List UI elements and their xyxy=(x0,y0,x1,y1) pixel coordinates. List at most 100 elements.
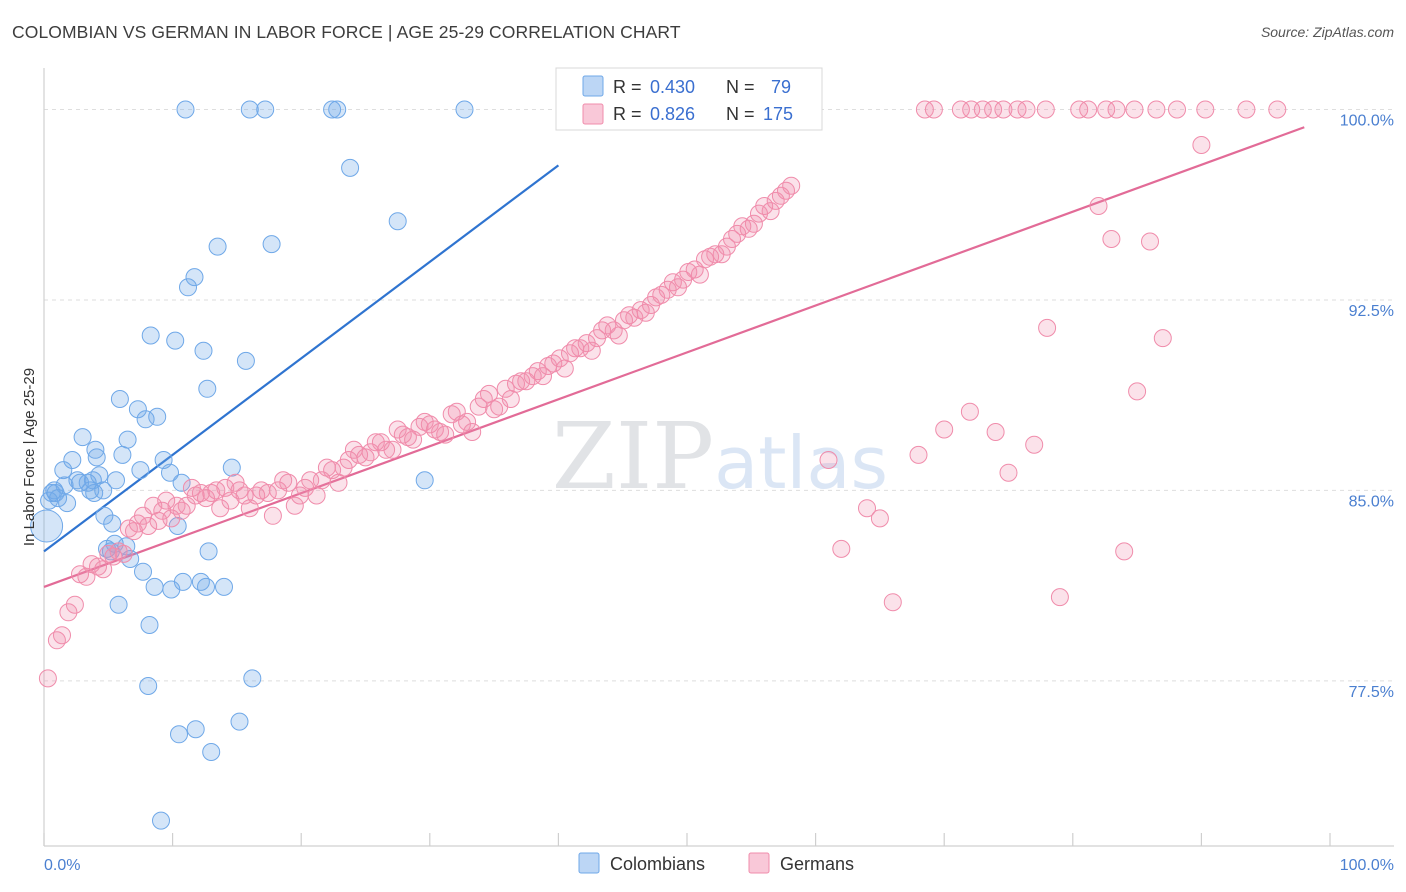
point-germans xyxy=(99,544,118,563)
point-germans xyxy=(1237,100,1256,119)
point-germans xyxy=(858,499,876,518)
point-germans xyxy=(398,428,417,447)
point-colombians xyxy=(134,562,152,581)
point-germans xyxy=(528,362,547,381)
point-germans xyxy=(496,379,515,398)
point-colombians xyxy=(94,481,113,500)
point-colombians xyxy=(186,720,205,739)
point-germans xyxy=(329,473,348,492)
chart-source: Source: ZipAtlas.com xyxy=(1260,24,1394,40)
point-germans xyxy=(561,344,579,363)
point-germans xyxy=(186,486,205,505)
point-germans xyxy=(1017,100,1036,119)
point-colombians xyxy=(243,669,262,688)
point-germans xyxy=(59,603,78,622)
point-germans xyxy=(458,412,477,431)
point-germans xyxy=(197,489,215,508)
point-colombians xyxy=(30,509,64,543)
gridlines xyxy=(44,108,1394,682)
point-colombians xyxy=(86,440,105,459)
point-germans xyxy=(986,423,1005,441)
point-germans xyxy=(53,626,71,645)
point-germans xyxy=(452,415,471,434)
point-germans xyxy=(263,506,282,525)
point-germans xyxy=(960,402,979,421)
bottom-legend-label-germans: Germans xyxy=(780,854,854,874)
point-germans xyxy=(832,539,851,558)
point-germans xyxy=(1025,435,1044,454)
point-colombians xyxy=(185,268,204,287)
x-tick-label-max: 100.0% xyxy=(1340,857,1394,874)
point-germans xyxy=(512,372,531,391)
point-colombians xyxy=(58,494,77,513)
point-colombians xyxy=(145,577,164,596)
point-germans xyxy=(153,501,172,520)
data-points xyxy=(30,100,1287,830)
point-germans xyxy=(523,367,542,386)
point-germans xyxy=(1102,230,1121,248)
point-colombians xyxy=(199,542,218,561)
legend-swatch-germans xyxy=(582,103,604,125)
bottom-legend-label-colombians: Colombians xyxy=(610,854,705,874)
point-germans xyxy=(415,412,434,431)
trend-line-colombians xyxy=(43,164,560,553)
point-germans xyxy=(191,484,210,502)
point-germans xyxy=(425,420,444,439)
point-germans xyxy=(609,326,628,345)
point-germans xyxy=(119,519,138,538)
point-germans xyxy=(89,557,107,576)
point-germans xyxy=(104,547,123,566)
watermark: ZIPatlas xyxy=(552,403,888,510)
point-colombians xyxy=(323,100,342,119)
point-germans xyxy=(47,631,66,650)
point-germans xyxy=(744,214,763,233)
point-colombians xyxy=(415,471,434,490)
point-colombians xyxy=(95,506,114,525)
point-germans xyxy=(356,448,375,467)
point-germans xyxy=(1089,197,1108,215)
legend-n-value-colombians: 79 xyxy=(771,77,791,97)
bottom-legend-swatch-colombians xyxy=(578,852,600,874)
point-colombians xyxy=(131,461,150,480)
point-germans xyxy=(274,471,293,490)
point-germans xyxy=(1196,100,1215,119)
legend-n-label-1: N = xyxy=(726,77,755,97)
chart-title: COLOMBIAN VS GERMAN IN LABOR FORCE | AGE… xyxy=(12,22,681,42)
point-germans xyxy=(230,481,249,500)
point-germans xyxy=(723,230,741,248)
point-colombians xyxy=(230,712,249,731)
point-germans xyxy=(1128,382,1147,401)
point-germans xyxy=(615,311,633,330)
point-germans xyxy=(870,509,889,528)
point-germans xyxy=(177,496,196,515)
point-germans xyxy=(221,491,240,510)
y-tick-label: 85.0% xyxy=(1349,493,1394,510)
point-colombians xyxy=(197,577,215,596)
point-germans xyxy=(1192,136,1211,154)
point-colombians xyxy=(215,577,233,596)
point-germans xyxy=(410,417,429,436)
point-germans xyxy=(1097,100,1116,119)
point-colombians xyxy=(455,100,474,119)
point-germans xyxy=(501,390,520,408)
legend-swatch-colombians xyxy=(582,75,604,97)
point-colombians xyxy=(107,471,125,490)
point-germans xyxy=(690,265,709,284)
point-germans xyxy=(924,100,943,119)
point-colombians xyxy=(128,400,147,419)
point-colombians xyxy=(240,100,259,119)
point-germans xyxy=(1153,329,1172,348)
point-germans xyxy=(935,420,954,439)
point-germans xyxy=(999,463,1018,482)
point-colombians xyxy=(173,572,192,591)
bottom-legend-swatch-germans xyxy=(748,852,770,874)
point-colombians xyxy=(166,331,185,350)
point-germans xyxy=(663,273,682,292)
point-germans xyxy=(625,308,644,327)
point-germans xyxy=(114,544,133,563)
point-germans xyxy=(388,420,407,439)
point-germans xyxy=(431,423,450,441)
point-colombians xyxy=(63,451,82,469)
point-germans xyxy=(279,473,298,492)
point-germans xyxy=(366,433,385,452)
